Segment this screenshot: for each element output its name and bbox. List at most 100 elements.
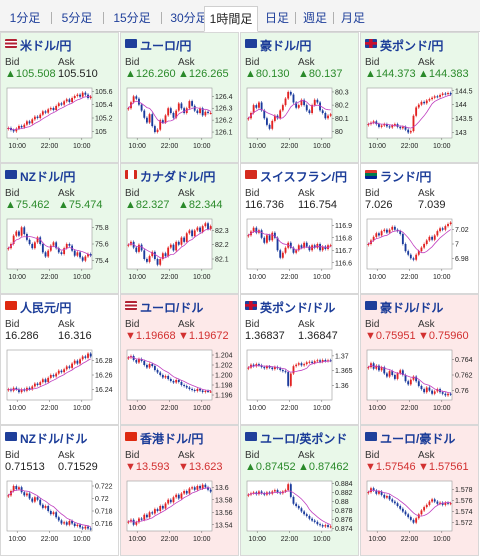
candle-body <box>265 235 268 243</box>
moving-average-line <box>368 229 451 254</box>
price-chart[interactable]: 0.722 0.72 0.718 0.716 10:00 22:00 10:00 <box>5 478 116 542</box>
rate-card[interactable]: 英ポンド/円 Bid Ask ▲144.373 ▲144.383 144.5 144 143.… <box>360 32 479 163</box>
pair-title[interactable]: 豪ドル/円 <box>260 39 312 53</box>
price-chart[interactable]: 1.204 1.202 1.200 1.198 1.196 10:00 22:00 10:00 <box>125 347 236 411</box>
candlestick-chart: 16.28 16.26 16.24 10:00 22:00 10:00 <box>6 349 113 411</box>
y-tick-label: 13.56 <box>215 510 233 517</box>
rate-card[interactable]: ユーロ/ドル Bid Ask ▼1.19668 ▼1.19672 1.204 1.202 1.… <box>120 294 239 425</box>
price-chart[interactable]: 13.6 13.58 13.56 13.54 10:00 22:00 10:00 <box>125 478 236 542</box>
x-tick-label: 22:00 <box>161 405 179 411</box>
pair-title[interactable]: 人民元/円 <box>20 301 72 315</box>
candle-body <box>151 114 154 127</box>
bid-label: Bid <box>365 188 380 199</box>
rate-card[interactable]: ユーロ/円 Bid Ask ▲126.260 ▲126.265 126.4 126.3 126… <box>120 32 239 163</box>
pair-title[interactable]: ユーロ/豪ドル <box>380 432 456 446</box>
candle-body <box>177 494 180 499</box>
price-chart[interactable]: 7.02 7 6.98 10:00 22:00 10:00 <box>365 216 476 280</box>
rate-card[interactable]: ユーロ/英ポンド Bid Ask ▲0.87452 ▲0.87462 0.884 0.882… <box>240 425 359 556</box>
candle-body <box>321 525 324 527</box>
x-tick-label: 10:00 <box>8 143 26 149</box>
candle-body <box>180 493 183 499</box>
candle-body <box>63 522 66 524</box>
rate-card[interactable]: カナダドル/円 Bid Ask ▲82.327 ▲82.344 82.3 82.2 82.1 1… <box>120 163 239 294</box>
candle-body <box>151 364 154 366</box>
pair-title[interactable]: 米ドル/円 <box>20 39 72 53</box>
rate-card[interactable]: スイスフラン/円 Bid Ask 116.736 116.754 116.9 116.8 11… <box>240 163 359 294</box>
candle-body <box>164 503 167 509</box>
pair-title[interactable]: NZドル/ドル <box>20 432 88 446</box>
tab-5[interactable]: 日足 <box>264 11 289 25</box>
pair-title[interactable]: 英ポンド/円 <box>380 39 444 53</box>
tab-7[interactable]: 月足 <box>340 11 365 25</box>
candle-body <box>292 496 295 504</box>
x-tick-label: 22:00 <box>281 405 299 411</box>
rate-card[interactable]: NZドル/ドル Bid Ask 0.71513 0.71529 0.722 0.72 0.71… <box>0 425 119 556</box>
candle-body <box>138 359 140 363</box>
candle-body <box>415 254 418 260</box>
price-chart[interactable]: 75.8 75.6 75.4 10:00 22:00 10:00 <box>5 216 116 280</box>
candle-body <box>289 484 292 497</box>
candle-body <box>367 492 370 494</box>
price-chart[interactable]: 116.9 116.8 116.7 116.6 10:00 22:00 10:00 <box>245 216 356 280</box>
rate-card[interactable]: 人民元/円 Bid Ask 16.286 16.316 16.28 16.26 16.24 10… <box>0 294 119 425</box>
price-chart[interactable]: 80.3 80.2 80.1 80 10:00 22:00 10:00 <box>245 85 356 149</box>
candle-body <box>271 367 274 370</box>
tab-0[interactable]: 1分足 <box>9 11 41 25</box>
candle-body <box>447 224 449 227</box>
cn-flag-icon <box>5 301 17 310</box>
rate-card[interactable]: 豪ドル/円 Bid Ask ▲80.130 ▲80.137 80.3 80.2 80.1 80 1… <box>240 32 359 163</box>
candle-body <box>204 223 207 227</box>
candle-body <box>188 387 191 389</box>
price-chart[interactable]: 1.578 1.576 1.574 1.572 10:00 22:00 10:00 <box>365 478 476 542</box>
price-chart[interactable]: 82.3 82.2 82.1 10:00 22:00 10:00 <box>125 216 236 280</box>
candle-body <box>417 381 420 386</box>
pair-title[interactable]: ユーロ/英ポンド <box>260 432 348 446</box>
pair-title[interactable]: ユーロ/ドル <box>140 301 204 315</box>
x-tick-label: 10:00 <box>368 536 386 542</box>
x-tick-label: 10:00 <box>433 274 451 280</box>
candle-body <box>273 115 276 121</box>
x-tick-label: 10:00 <box>248 143 266 149</box>
candle-body <box>399 231 402 234</box>
candle-body <box>380 367 383 371</box>
rate-card[interactable]: 米ドル/円 Bid Ask ▲105.508 105.510 105.6 105.4 105.… <box>0 32 119 163</box>
tab-4[interactable]: 1時間足 <box>204 6 258 32</box>
rate-card[interactable]: 英ポンド/ドル Bid Ask 1.36837 1.36847 1.37 1.365 1.36… <box>240 294 359 425</box>
tab-2[interactable]: 15分足 <box>113 11 151 25</box>
candle-body <box>388 496 391 500</box>
pair-title[interactable]: 香港ドル/円 <box>140 432 204 446</box>
rate-card[interactable]: 香港ドル/円 Bid Ask ▼13.593 ▼13.623 13.6 13.58 13.56… <box>120 425 239 556</box>
price-chart[interactable]: 0.764 0.762 0.76 10:00 22:00 10:00 <box>365 347 476 411</box>
candle-body <box>65 366 68 370</box>
gb-flag-icon <box>245 301 257 310</box>
pair-title[interactable]: ユーロ/円 <box>140 39 192 53</box>
candle-body <box>423 244 426 248</box>
pair-title[interactable]: カナダドル/円 <box>140 170 216 184</box>
rate-card[interactable]: ランド/円 Bid Ask 7.026 7.039 7.02 7 6.98 10:00 22:00… <box>360 163 479 294</box>
price-chart[interactable]: 144.5 144 143.5 143 10:00 22:00 10:00 <box>365 85 476 149</box>
price-chart[interactable]: 1.37 1.365 1.36 10:00 22:00 10:00 <box>245 347 356 411</box>
y-tick-label: 7 <box>455 242 459 249</box>
price-chart[interactable]: 0.884 0.882 0.88 0.878 0.876 0.874 10:00 22:00 1… <box>245 478 356 542</box>
price-chart[interactable]: 105.6 105.4 105.2 105 10:00 22:00 10:00 <box>5 85 116 149</box>
candle-body <box>127 357 130 359</box>
pair-title[interactable]: 豪ドル/ドル <box>380 301 444 315</box>
candle-body <box>20 487 23 493</box>
candle-body <box>156 259 159 265</box>
rate-card[interactable]: 豪ドル/ドル Bid Ask ▼0.75951 ▼0.75960 0.764 0.762 0.… <box>360 294 479 425</box>
candle-body <box>47 506 50 511</box>
tab-1[interactable]: 5分足 <box>61 11 93 25</box>
tab-6[interactable]: 週足 <box>302 11 327 25</box>
candle-body <box>20 227 23 236</box>
pair-title[interactable]: 英ポンド/ドル <box>260 301 336 315</box>
price-chart[interactable]: 126.4 126.3 126.2 126.1 10:00 22:00 10:00 <box>125 85 236 149</box>
price-chart[interactable]: 16.28 16.26 16.24 10:00 22:00 10:00 <box>5 347 116 411</box>
pair-title[interactable]: スイスフラン/円 <box>260 170 347 184</box>
pair-title[interactable]: NZドル/円 <box>20 170 76 184</box>
candle-body <box>271 232 274 241</box>
rate-card[interactable]: NZドル/円 Bid Ask ▲75.462 ▲75.474 75.8 75.6 75.4 10… <box>0 163 119 294</box>
tab-3[interactable]: 30分足 <box>170 11 208 25</box>
rate-card[interactable]: ユーロ/豪ドル Bid Ask ▼1.57546 ▼1.57561 1.578 1.576 1… <box>360 425 479 556</box>
candle-body <box>247 235 250 237</box>
pair-title[interactable]: ランド/円 <box>380 170 432 184</box>
